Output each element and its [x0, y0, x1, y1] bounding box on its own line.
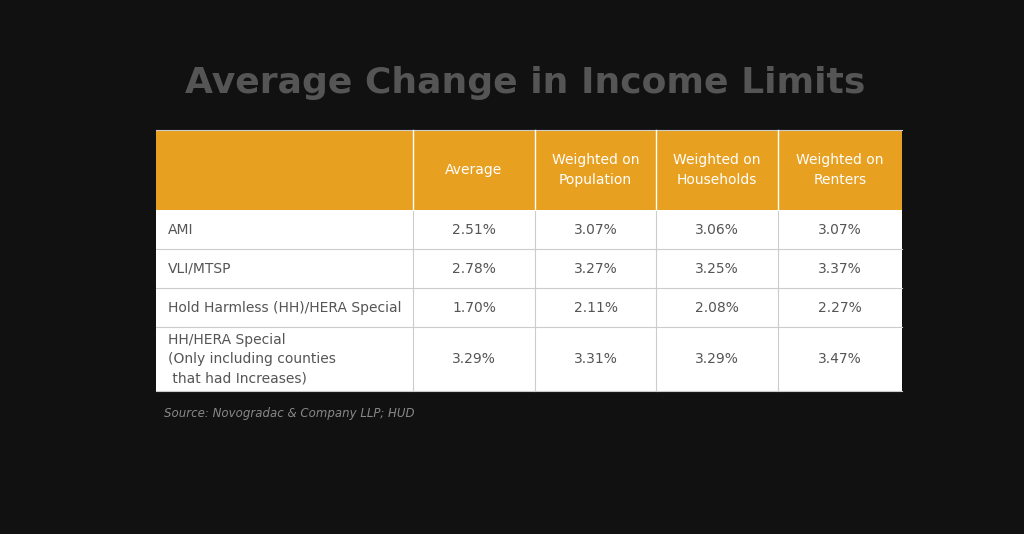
Text: Average Change in Income Limits: Average Change in Income Limits — [184, 66, 865, 99]
Text: 2.08%: 2.08% — [695, 301, 739, 315]
Text: 1.70%: 1.70% — [452, 301, 496, 315]
Text: Weighted on
Renters: Weighted on Renters — [796, 153, 884, 187]
Text: Average: Average — [445, 163, 503, 177]
Text: 3.37%: 3.37% — [818, 262, 862, 276]
Bar — [156, 130, 902, 210]
Text: Hold Harmless (HH)/HERA Special: Hold Harmless (HH)/HERA Special — [168, 301, 401, 315]
Text: 3.25%: 3.25% — [695, 262, 739, 276]
Text: 2.27%: 2.27% — [818, 301, 862, 315]
Text: 2.78%: 2.78% — [452, 262, 496, 276]
Text: VLI/MTSP: VLI/MTSP — [168, 262, 231, 276]
Text: 3.07%: 3.07% — [818, 223, 862, 237]
Bar — [156, 130, 902, 391]
Text: 3.31%: 3.31% — [573, 352, 617, 366]
Text: AMI: AMI — [168, 223, 194, 237]
Text: 2.11%: 2.11% — [573, 301, 617, 315]
Text: 3.27%: 3.27% — [573, 262, 617, 276]
Text: 3.29%: 3.29% — [695, 352, 739, 366]
Text: Source: Novogradac & Company LLP; HUD: Source: Novogradac & Company LLP; HUD — [164, 407, 415, 420]
Text: HH/HERA Special
(Only including counties
 that had Increases): HH/HERA Special (Only including counties… — [168, 333, 336, 386]
Text: 2.51%: 2.51% — [452, 223, 496, 237]
Text: 3.29%: 3.29% — [452, 352, 496, 366]
Text: Weighted on
Population: Weighted on Population — [552, 153, 639, 187]
Text: 3.47%: 3.47% — [818, 352, 862, 366]
Text: Weighted on
Households: Weighted on Households — [674, 153, 761, 187]
Text: 3.06%: 3.06% — [695, 223, 739, 237]
Text: 3.07%: 3.07% — [573, 223, 617, 237]
